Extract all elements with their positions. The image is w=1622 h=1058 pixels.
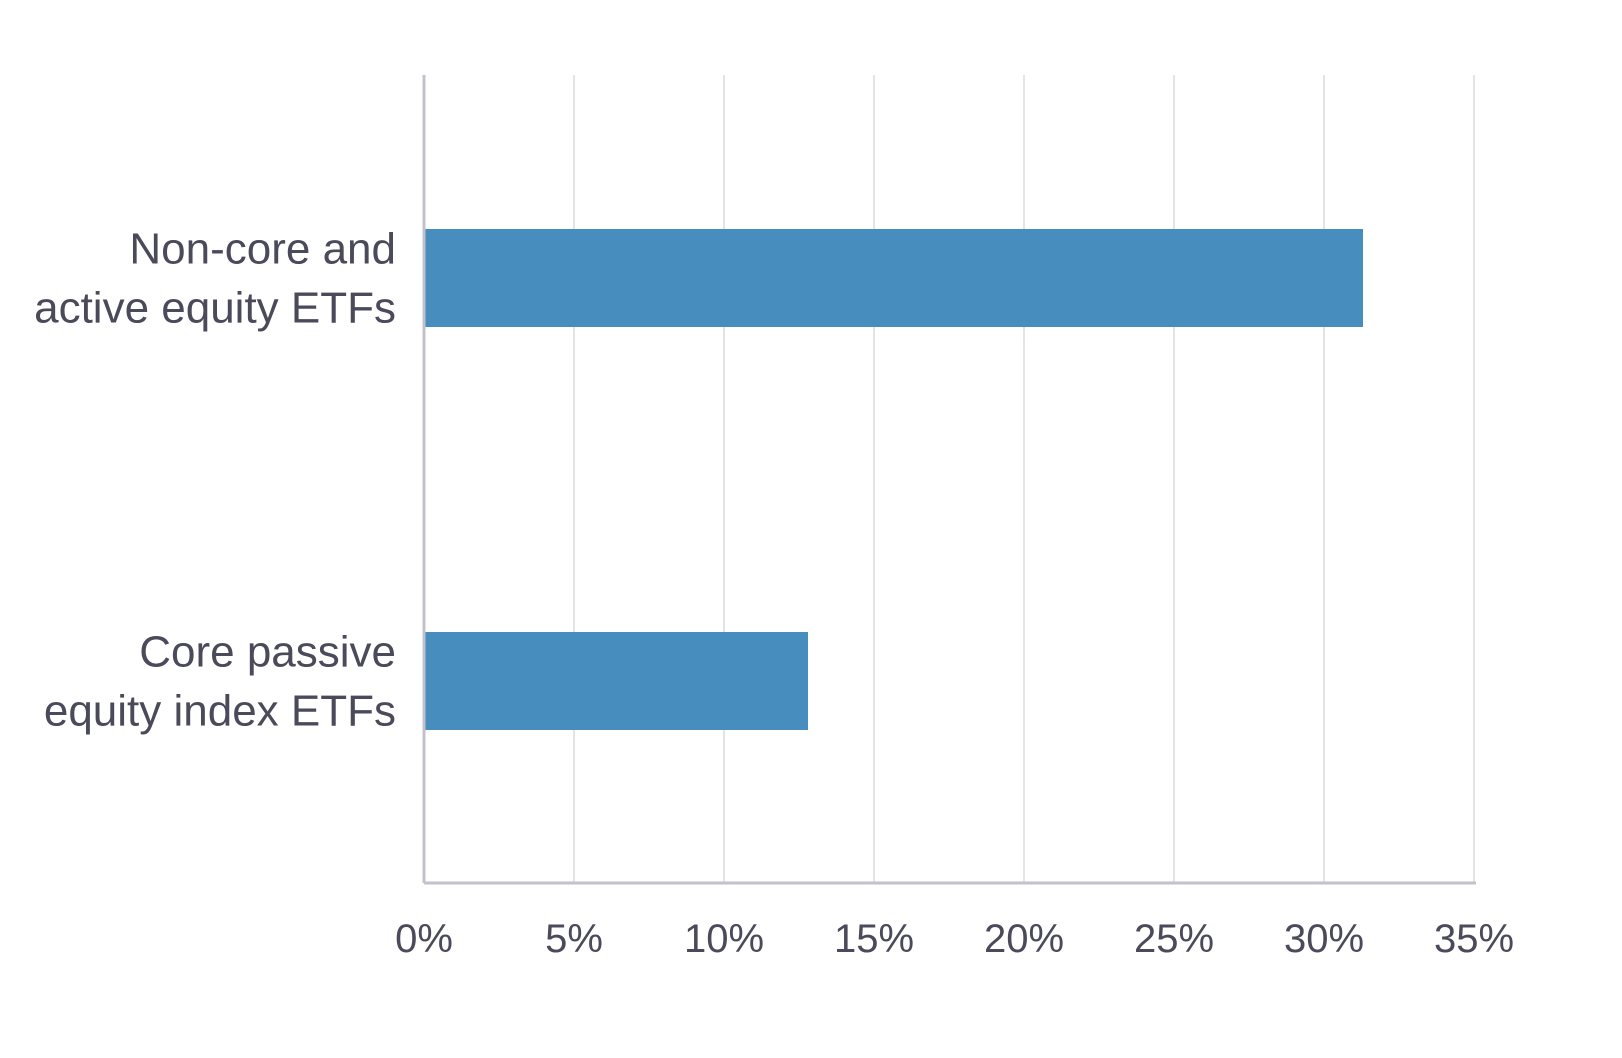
x-tick-label: 5% <box>545 917 603 961</box>
x-tick-label: 30% <box>1284 917 1364 961</box>
x-tick-label: 25% <box>1134 917 1214 961</box>
x-tick-labels: 0% 5% 10% 15% 20% 25% 30% 35% <box>395 917 1514 961</box>
x-tick-label: 20% <box>984 917 1064 961</box>
bar <box>424 632 808 730</box>
category-labels: Non-core and active equity ETFs Core passi… <box>34 225 396 736</box>
x-tick-label: 10% <box>684 917 764 961</box>
bars <box>424 229 1363 730</box>
x-tick-label: 15% <box>834 917 914 961</box>
x-tick-label: 0% <box>395 917 453 961</box>
bar <box>424 229 1363 327</box>
x-tick-label: 35% <box>1434 917 1514 961</box>
category-label: Non-core and active equity ETFs <box>34 225 396 333</box>
axes <box>422 75 1476 885</box>
category-label: Core passive equity index ETFs <box>44 628 396 736</box>
gridlines <box>573 75 1475 883</box>
